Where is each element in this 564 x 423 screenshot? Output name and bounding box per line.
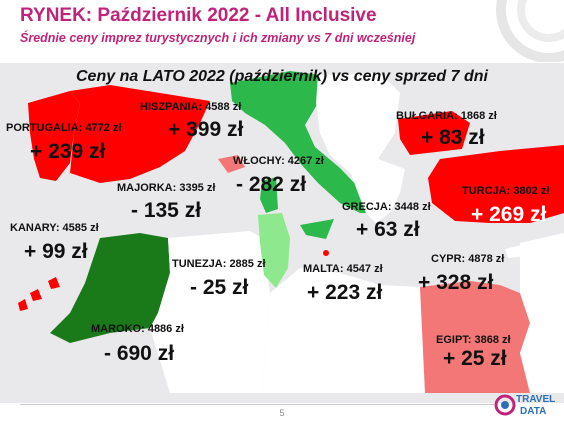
map-background (0, 63, 564, 403)
label-malta: MALTA: 4547 zł (303, 263, 383, 275)
map-title: Ceny na LATO 2022 (październik) vs ceny … (76, 68, 488, 85)
footer-divider (20, 404, 494, 405)
change-morocco: - 690 zł (104, 342, 175, 365)
change-bulgaria: + 83 zł (421, 126, 485, 149)
label-portugal: PORTUGALIA: 4772 zł (6, 122, 122, 134)
country-morocco (50, 233, 170, 343)
country-bulgaria (398, 111, 470, 155)
change-egypt: + 25 zł (443, 347, 507, 370)
travel-data-logo: TRAVEL DATA (494, 394, 555, 417)
country-spain (70, 85, 210, 183)
label-italy: WŁOCHY: 4267 zł (233, 155, 324, 167)
slide-title: RYNEK: Październik 2022 - All Inclusive (20, 5, 377, 26)
country-turkey (428, 145, 564, 223)
slide-subtitle: Średnie ceny imprez turystycznych i ich … (20, 31, 416, 45)
island-malta (323, 250, 329, 256)
label-morocco: MAROKO: 4886 zł (91, 323, 184, 335)
change-cyprus: + 328 zł (418, 271, 494, 294)
country-libya (262, 268, 425, 393)
label-majorka: MAJORKA: 3395 zł (117, 182, 216, 194)
region-balkans (316, 73, 400, 181)
change-turkey: + 269 zł (471, 203, 547, 226)
country-greece (350, 159, 405, 223)
country-portugal (28, 91, 80, 181)
change-spain: + 399 zł (168, 118, 244, 141)
change-portugal: + 239 zł (30, 140, 106, 163)
change-tunisia: - 25 zł (190, 276, 249, 299)
label-turkey: TURCJA: 3802 zł (462, 185, 550, 197)
mediterranean-map (18, 71, 564, 393)
island-sicily (300, 219, 334, 239)
label-bulgaria: BUŁGARIA: 1868 zł (396, 110, 497, 122)
island-canary-2 (48, 277, 60, 289)
decorative-circles (496, 0, 564, 62)
island-canary-3 (18, 299, 28, 311)
region-middle-east (520, 233, 564, 393)
label-spain: HISZPANIA: 4588 zł (140, 101, 242, 113)
change-majorka: - 135 zł (131, 199, 202, 222)
label-canary: KANARY: 4585 zł (10, 222, 99, 234)
island-sardinia (260, 177, 278, 213)
label-egypt: EGIPT: 3868 zł (436, 334, 511, 346)
label-greece: GRECJA: 3448 zł (342, 201, 431, 213)
country-egypt (420, 281, 530, 393)
label-cyprus: CYPR: 4878 zł (431, 253, 505, 265)
island-mallorca (218, 155, 245, 173)
island-canary-1 (30, 289, 42, 301)
label-tunisia: TUNEZJA: 2885 zł (172, 258, 266, 270)
country-algeria (150, 231, 270, 393)
country-tunisia (258, 213, 290, 288)
country-italy (230, 71, 372, 213)
page-number: 5 (279, 408, 285, 418)
change-greece: + 63 zł (356, 218, 420, 241)
svg-text:TRAVEL: TRAVEL (516, 394, 555, 405)
change-malta: + 223 zł (307, 281, 383, 304)
svg-text:DATA: DATA (520, 406, 546, 417)
change-italy: - 282 zł (236, 173, 307, 196)
change-canary: + 99 zł (24, 240, 88, 263)
